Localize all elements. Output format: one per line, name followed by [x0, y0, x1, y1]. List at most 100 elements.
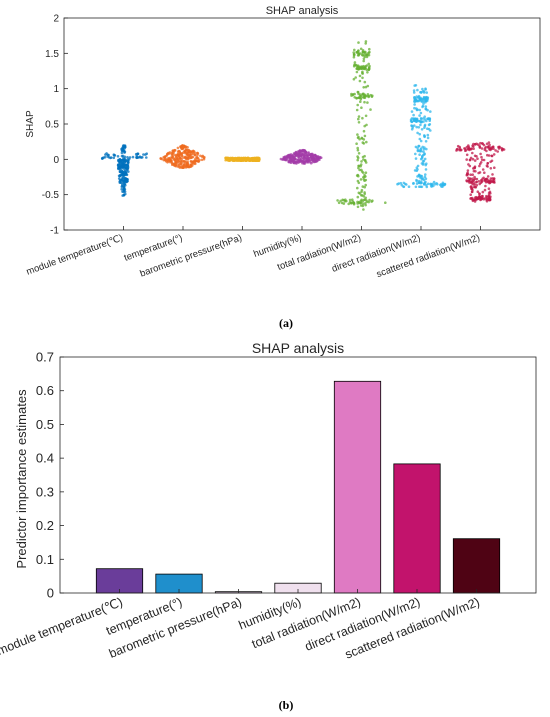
swarm-point [145, 156, 148, 159]
swarm-point [117, 159, 120, 163]
swarm-point [336, 199, 339, 202]
swarm-point [142, 153, 145, 156]
panel-label-b: (b) [279, 698, 294, 712]
swarm-point [425, 147, 428, 151]
swarm-point [490, 154, 494, 158]
swarm-point [423, 115, 427, 118]
swarm-point [362, 86, 366, 89]
swarm-point [159, 157, 162, 160]
swarm-point [288, 156, 291, 160]
swarm-point [459, 148, 462, 152]
swarm-point [415, 169, 419, 172]
swarm-point [363, 80, 367, 84]
swarm-point [473, 177, 477, 181]
panel-label-a: (a) [279, 316, 293, 330]
swarm-point [481, 190, 485, 194]
swarm-point [357, 121, 361, 124]
swarm-point [366, 52, 369, 55]
swarm-point [464, 149, 468, 152]
swarm-point [421, 163, 425, 166]
swarm-point [180, 154, 184, 158]
swarm-point [297, 159, 301, 163]
bar-y-axis-label: Predictor importance estimates [14, 389, 29, 569]
swarm-point [364, 114, 368, 118]
swarm-point [121, 147, 125, 151]
swarm-point [416, 108, 419, 111]
swarm-point [173, 158, 177, 162]
swarm-point [138, 156, 141, 159]
swarm-point [418, 153, 421, 156]
swarm-point [236, 156, 240, 160]
swarm-point [414, 157, 418, 160]
swarm-point [362, 67, 366, 71]
swarm-point [473, 154, 477, 158]
swarm-point [414, 185, 418, 189]
swarm-point [474, 186, 478, 189]
swarm-point [467, 176, 470, 180]
swarm-point [427, 123, 431, 127]
swarm-point [302, 149, 306, 152]
swarm-point [419, 139, 423, 143]
swarm-point [356, 133, 359, 136]
swarm-point [422, 150, 425, 154]
swarm-point [418, 137, 422, 141]
swarm-point [357, 117, 360, 121]
swarm-point [419, 97, 422, 101]
swarm-point [352, 77, 356, 81]
swarm-point [467, 145, 471, 149]
swarm-point [371, 94, 374, 97]
swarm-point [415, 125, 419, 129]
swarm-point [362, 208, 365, 211]
swarm-point [469, 185, 473, 188]
swarm-point [362, 92, 365, 96]
swarm-point [423, 157, 427, 161]
swarm-point [488, 143, 491, 147]
swarm-point [407, 185, 411, 188]
swarm-point [413, 124, 416, 127]
swarm-point [419, 185, 423, 188]
swarm-point [420, 156, 424, 160]
swarm-point [120, 173, 124, 177]
bar-y-tick-label: 0.4 [36, 451, 54, 466]
swarm-point [311, 152, 314, 156]
swarm-point [361, 116, 364, 120]
swarm-point [412, 91, 416, 94]
swarm-point [350, 201, 353, 205]
swarm-point [361, 185, 365, 188]
swarm-point [428, 119, 432, 122]
swarm-point [410, 120, 414, 124]
bar-y-tick-label: 0.6 [36, 383, 54, 398]
swarm-point [355, 96, 358, 100]
swarm-point [477, 196, 481, 200]
swarm-point [485, 149, 488, 153]
swarm-point [195, 151, 199, 155]
swarm-point [405, 183, 408, 186]
swarm-point [367, 62, 371, 66]
swarm-point [287, 159, 291, 163]
swarm-point [501, 147, 505, 151]
swarm-point [399, 181, 403, 185]
swarm-point [307, 159, 310, 162]
swarm-point [364, 178, 368, 182]
swarm-point [358, 168, 361, 172]
swarm-point [118, 157, 122, 161]
swarm-point [486, 175, 490, 178]
swarm-point [494, 149, 497, 152]
swarm-point [356, 173, 360, 177]
swarm-point [181, 145, 185, 149]
swarm-point [128, 156, 132, 159]
swarm-point [359, 165, 363, 168]
swarm-point [362, 96, 366, 99]
swarm-point [421, 87, 424, 91]
swarm-point [103, 155, 107, 159]
swarm-point [484, 145, 488, 149]
swarm-point [316, 156, 319, 159]
swarm-point [120, 154, 124, 158]
swarm-point [186, 157, 190, 160]
swarm-point [176, 146, 180, 150]
swarm-point [361, 49, 365, 52]
swarm-point [473, 159, 477, 162]
swarm-point [177, 163, 180, 167]
swarm-point [186, 162, 189, 166]
swarm-point [466, 147, 470, 151]
